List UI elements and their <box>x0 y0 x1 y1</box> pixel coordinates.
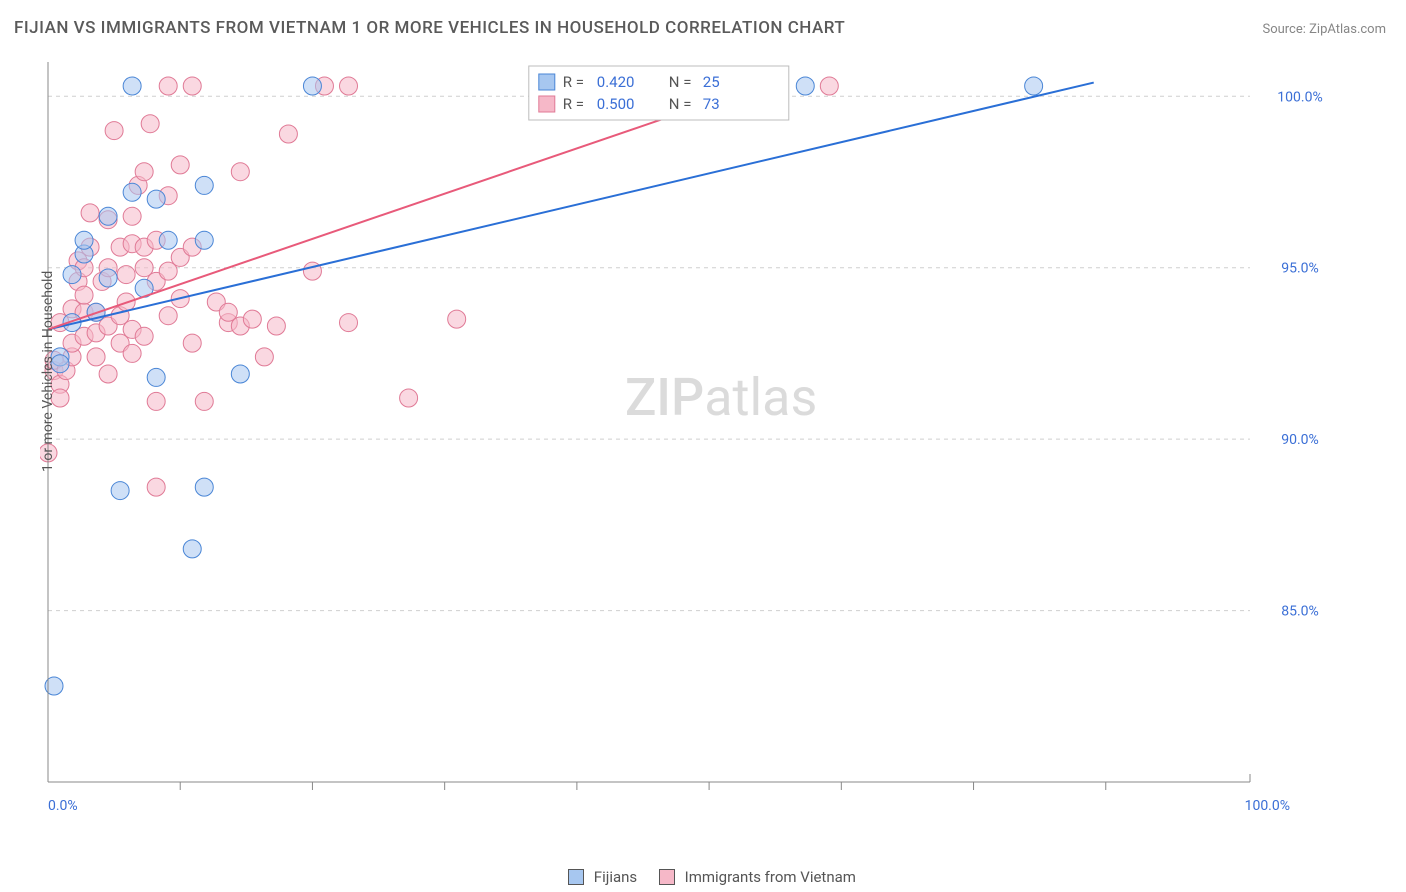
source-attribution: Source: ZipAtlas.com <box>1262 22 1386 37</box>
chart-svg: 85.0% 90.0% 95.0% 100.0% ZIPatlas 0.0% 100.0% R… <box>40 52 1340 822</box>
svg-text:ZIPatlas: ZIPatlas <box>625 367 817 428</box>
svg-text:100.0%: 100.0% <box>1277 89 1322 105</box>
svg-text:0.0%: 0.0% <box>48 798 78 814</box>
bottom-legend: Fijians Immigrants from Vietnam <box>0 868 1406 886</box>
svg-text:95.0%: 95.0% <box>1281 261 1319 277</box>
y-axis-label: 1 or more Vehicles in Household <box>40 271 56 472</box>
scatter-plot: 1 or more Vehicles in Household 85.0% 90.… <box>40 52 1340 822</box>
legend-swatch-blue <box>568 869 584 885</box>
legend-label-vietnam: Immigrants from Vietnam <box>685 868 856 886</box>
svg-text:0.500: 0.500 <box>597 95 635 113</box>
svg-text:90.0%: 90.0% <box>1281 432 1319 448</box>
svg-text:0.420: 0.420 <box>597 73 635 91</box>
legend-label-fijians: Fijians <box>594 868 637 886</box>
svg-text:73: 73 <box>703 95 720 113</box>
svg-text:100.0%: 100.0% <box>1245 798 1290 814</box>
legend-swatch-pink <box>659 869 675 885</box>
svg-text:N =: N = <box>669 73 692 91</box>
svg-text:N =: N = <box>669 95 692 113</box>
svg-text:85.0%: 85.0% <box>1281 604 1319 620</box>
svg-text:R =: R = <box>563 95 584 113</box>
chart-title: FIJIAN VS IMMIGRANTS FROM VIETNAM 1 OR M… <box>14 18 845 38</box>
svg-text:25: 25 <box>703 73 720 91</box>
svg-text:R =: R = <box>563 73 584 91</box>
